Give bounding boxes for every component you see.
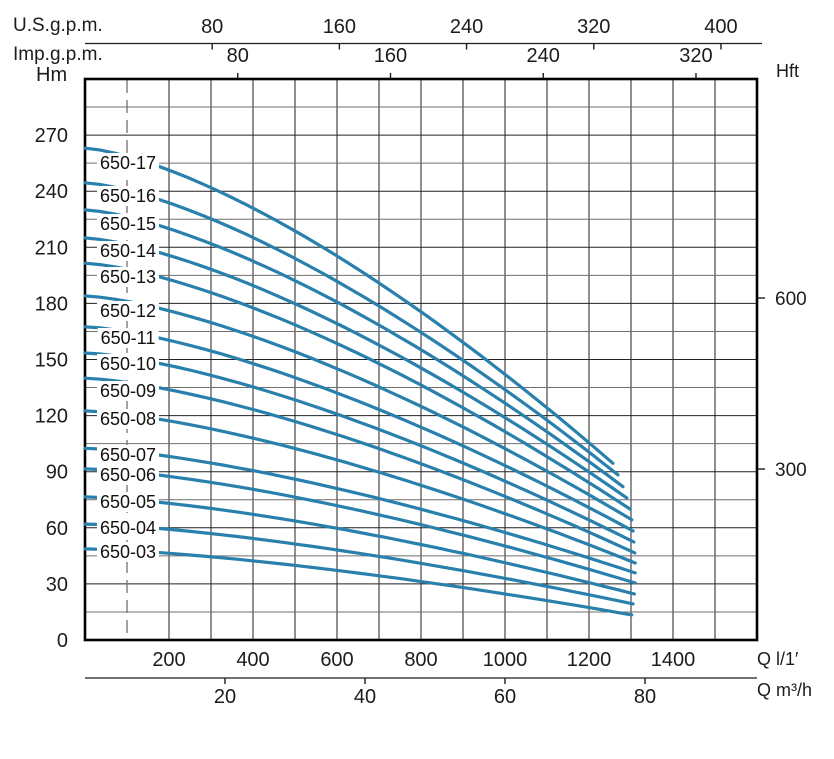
unit-label-us-gpm: U.S.g.p.m. [13, 15, 103, 36]
tick-label-hm: 210 [35, 237, 68, 259]
tick-label-q-m3h: 40 [354, 686, 376, 708]
unit-label-q-lmin: Q l/1′ [757, 649, 799, 669]
tick-label-hm: 120 [35, 406, 68, 428]
pump-curve-650-07 [83, 446, 637, 575]
tick-label-q-lmin: 800 [404, 649, 437, 671]
pump-curve-650-11 [83, 325, 635, 533]
tick-label-hm: 60 [46, 518, 68, 540]
pump-curve-650-16 [83, 181, 620, 477]
tick-label-hm: 240 [35, 181, 68, 203]
tick-label-q-lmin: 600 [320, 649, 353, 671]
pump-curve-650-09 [83, 376, 637, 555]
tick-label-imp-gpm: 80 [227, 45, 249, 67]
tick-label-hm: 150 [35, 350, 68, 372]
pump-curve-650-08 [83, 409, 637, 565]
pump-curve-650-10 [83, 351, 636, 544]
tick-label-hft: 300 [775, 460, 807, 481]
tick-label-hm: 90 [46, 462, 68, 484]
tick-label-hm: 180 [35, 293, 68, 315]
tick-label-hm: 270 [35, 125, 68, 147]
pump-curve-650-15 [83, 208, 625, 489]
unit-label-imp-gpm: Imp.g.p.m. [13, 44, 103, 65]
tick-label-us-gpm: 160 [323, 16, 356, 38]
pump-curve-650-05 [83, 495, 636, 596]
tick-label-us-gpm: 80 [201, 16, 223, 38]
pump-curve-650-06 [83, 467, 637, 585]
tick-label-us-gpm: 240 [450, 16, 483, 38]
plot-frame [83, 77, 759, 642]
unit-label-q-m3h: Q m³/h [757, 680, 813, 700]
tick-label-q-lmin: 200 [152, 649, 185, 671]
tick-label-imp-gpm: 320 [679, 45, 712, 67]
pump-curve-650-04 [83, 522, 635, 606]
tick-label-q-lmin: 1000 [483, 649, 528, 671]
tick-label-q-m3h: 80 [634, 686, 656, 708]
tick-label-imp-gpm: 240 [527, 45, 560, 67]
tick-label-us-gpm: 400 [704, 16, 737, 38]
tick-label-q-lmin: 400 [236, 649, 269, 671]
unit-label-hm: Hm [36, 64, 68, 86]
pump-curve-650-14 [83, 236, 629, 500]
tick-label-hm: 0 [57, 630, 68, 652]
pump-curve-650-17 [83, 146, 615, 465]
pump-curve-650-12 [83, 294, 634, 522]
tick-label-q-lmin: 1200 [567, 649, 612, 671]
pump-curve-650-03 [83, 547, 634, 617]
tick-label-q-m3h: 20 [214, 686, 236, 708]
tick-label-q-lmin: 1400 [651, 649, 696, 671]
tick-label-q-m3h: 60 [494, 686, 516, 708]
unit-label-hft: Hft [776, 61, 800, 81]
tick-label-hft: 600 [775, 289, 807, 310]
tick-label-us-gpm: 320 [577, 16, 610, 38]
tick-label-imp-gpm: 160 [374, 45, 407, 67]
tick-label-hm: 30 [46, 574, 68, 596]
pump-curve-650-13 [83, 261, 632, 511]
